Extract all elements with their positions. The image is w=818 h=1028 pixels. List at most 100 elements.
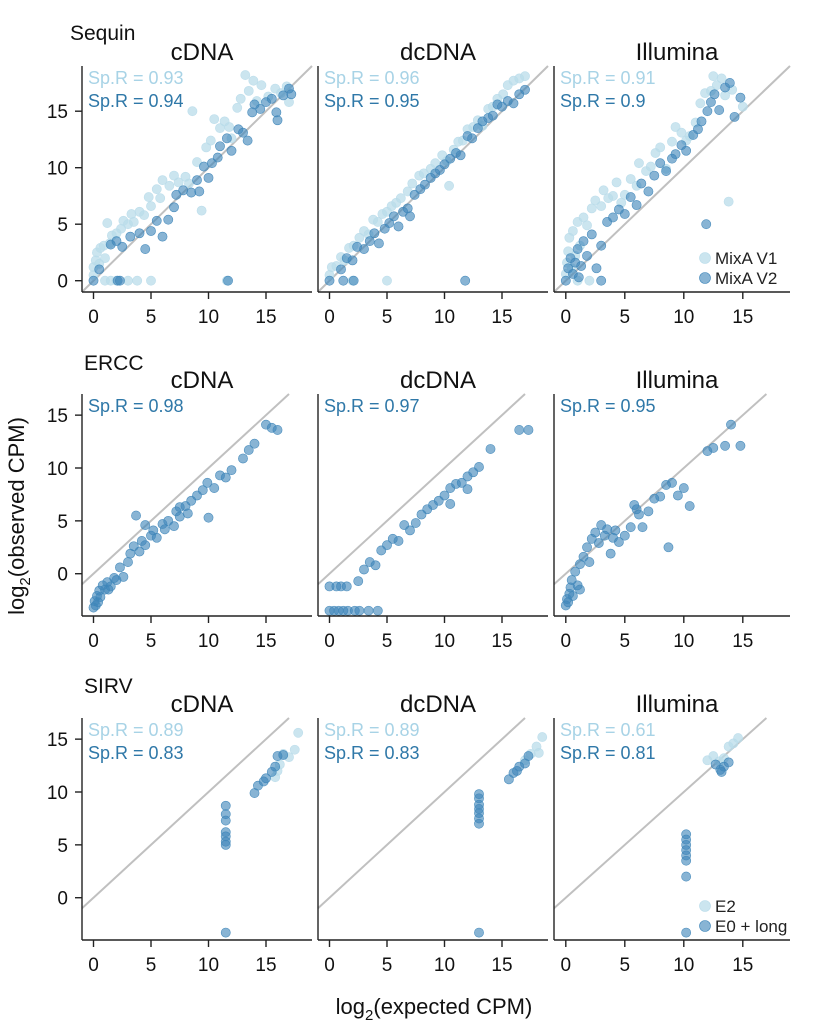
- data-point: [382, 540, 392, 551]
- panel-title: dcDNA: [400, 367, 476, 394]
- data-point: [272, 115, 283, 126]
- x-tick-label: 15: [732, 307, 753, 328]
- data-point: [420, 179, 430, 190]
- data-point: [498, 89, 509, 100]
- data-point: [625, 192, 636, 202]
- y-axis-label-suffix: (observed CPM): [4, 417, 29, 577]
- data-point: [673, 490, 683, 501]
- data-point: [455, 150, 466, 161]
- data-point: [681, 927, 692, 938]
- data-point: [608, 212, 618, 223]
- data-point: [444, 180, 454, 191]
- data-point: [681, 145, 692, 156]
- data-point: [157, 231, 168, 242]
- row-label-sirv: SIRV: [84, 675, 133, 698]
- x-tick-label: 0: [324, 631, 335, 652]
- data-point: [117, 241, 128, 252]
- x-tick-label: 0: [324, 955, 335, 976]
- data-point: [462, 484, 473, 495]
- data-point: [202, 477, 213, 488]
- data-point: [678, 483, 689, 493]
- x-tick-label: 5: [620, 307, 631, 328]
- data-point: [634, 158, 644, 169]
- x-tick-label: 5: [620, 631, 631, 652]
- data-point: [174, 502, 185, 513]
- data-point: [702, 106, 713, 117]
- data-point: [370, 560, 381, 571]
- data-point: [708, 443, 719, 453]
- identity-line: [553, 65, 791, 293]
- data-point: [723, 196, 734, 207]
- legend-label: E0 + long: [715, 917, 787, 936]
- data-point: [146, 226, 156, 236]
- x-tick-label: 10: [198, 307, 219, 328]
- y-tick-label: 5: [57, 836, 68, 857]
- data-point: [567, 591, 578, 601]
- data-point: [582, 250, 592, 261]
- data-point: [619, 530, 630, 541]
- data-point: [205, 135, 216, 146]
- data-point: [192, 157, 202, 167]
- x-tick-label: 10: [673, 631, 694, 652]
- data-point: [169, 202, 179, 213]
- data-point: [576, 261, 587, 271]
- data-point: [134, 546, 145, 557]
- data-point: [567, 226, 578, 236]
- data-point: [643, 186, 654, 197]
- data-point: [474, 462, 484, 472]
- x-tick-label: 5: [146, 955, 157, 976]
- data-point: [439, 490, 450, 501]
- data-point: [125, 231, 136, 242]
- x-tick-label: 5: [382, 955, 393, 976]
- data-point: [134, 228, 145, 239]
- data-point: [157, 175, 168, 186]
- y-tick-label: 0: [57, 889, 68, 910]
- legend-label: MixA V1: [715, 249, 777, 268]
- data-point: [467, 133, 477, 144]
- x-tick-label: 15: [732, 631, 753, 652]
- data-point: [716, 767, 727, 777]
- data-point: [596, 201, 607, 212]
- spearman-stat: Sp.R = 0.89: [88, 720, 184, 740]
- data-point: [88, 275, 99, 286]
- data-point: [523, 425, 534, 435]
- data-point: [364, 236, 375, 247]
- panel-title: cDNA: [171, 39, 234, 66]
- data-point: [637, 522, 648, 533]
- data-point: [255, 104, 266, 114]
- data-point: [178, 185, 189, 196]
- data-point: [186, 187, 197, 198]
- x-tick-label: 5: [382, 631, 393, 652]
- y-tick-label: 0: [57, 272, 68, 293]
- data-point: [203, 172, 214, 183]
- row-label-ercc: ERCC: [84, 352, 144, 375]
- data-point: [151, 215, 162, 226]
- data-point: [602, 524, 612, 535]
- data-point: [220, 927, 231, 938]
- x-tick-label: 5: [146, 631, 157, 652]
- data-point: [487, 110, 498, 121]
- data-point: [94, 264, 105, 275]
- x-tick-label: 0: [561, 955, 572, 976]
- data-point: [720, 440, 730, 451]
- data-point: [737, 101, 748, 112]
- spearman-stat: Sp.R = 0.97: [324, 396, 420, 416]
- data-point: [289, 744, 300, 755]
- x-tick-label: 15: [491, 955, 512, 976]
- data-point: [629, 500, 640, 510]
- data-point: [163, 214, 174, 225]
- identity-line: [317, 393, 526, 586]
- spearman-stat: Sp.R = 0.89: [324, 720, 420, 740]
- data-point: [384, 218, 395, 228]
- data-point: [194, 186, 205, 197]
- x-tick-label: 10: [434, 631, 455, 652]
- data-point: [537, 732, 548, 742]
- data-point: [735, 440, 746, 451]
- identity-line: [317, 717, 526, 910]
- y-tick-label: 5: [57, 512, 68, 533]
- data-point: [670, 122, 681, 132]
- data-point: [472, 123, 483, 134]
- data-point: [520, 71, 530, 82]
- data-point: [393, 536, 404, 546]
